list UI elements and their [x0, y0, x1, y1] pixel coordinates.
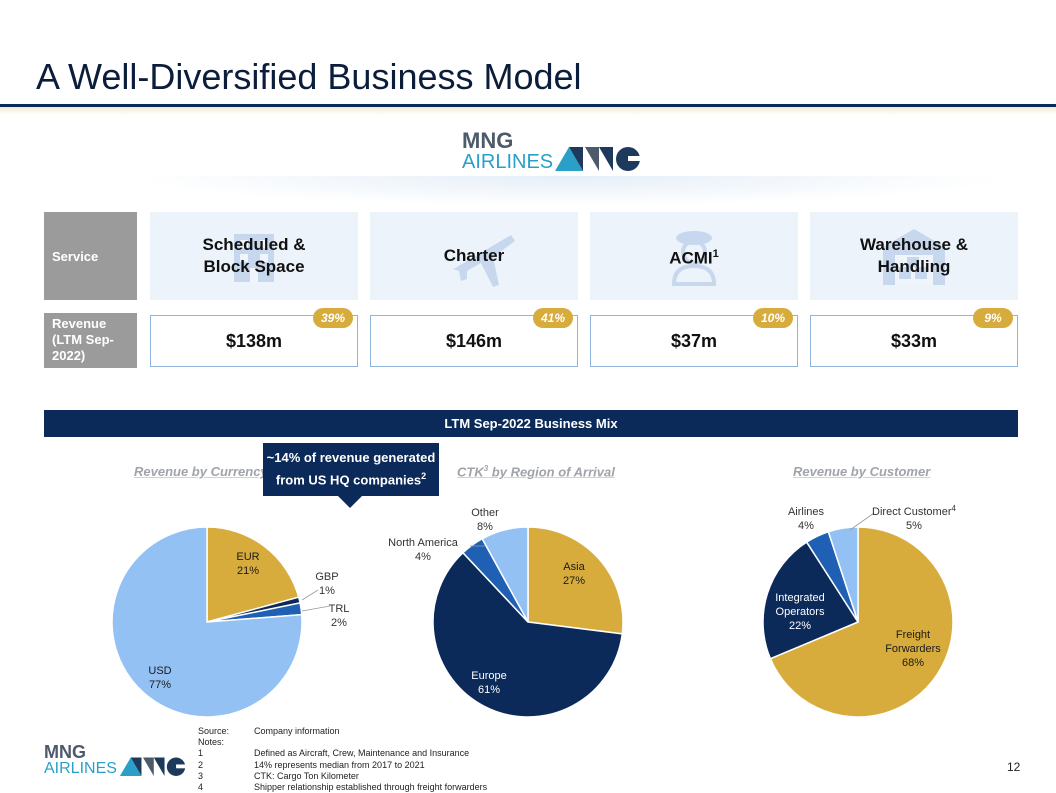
pie-label-other: Other 8%	[471, 507, 499, 533]
revenue-value: $37m	[670, 330, 718, 351]
revenue-box: $146m 41%	[370, 308, 578, 367]
note-text: Defined as Aircraft, Crew, Maintenance a…	[254, 748, 470, 759]
footnote-ref: 1	[712, 247, 719, 260]
leader-line	[301, 589, 319, 601]
revenue-value: $33m	[890, 330, 938, 351]
mng-logo: MNG AIRLINES	[462, 128, 642, 173]
callout-line: ~14% of revenue generated	[266, 450, 436, 466]
footnotes: Source: Company information Notes: 1 Defin…	[198, 726, 487, 793]
pie-slice-freight-forwarders	[769, 526, 954, 718]
logo-glow	[130, 176, 1010, 206]
pie-title-customer: Revenue by Customer	[793, 464, 931, 479]
pie-title-text: by Region of Arrival	[488, 464, 615, 480]
service-label-text: ACMI	[669, 248, 713, 268]
revenue-box: $37m 10%	[590, 308, 798, 367]
service-warehouse: Warehouse & Handling	[810, 212, 1018, 300]
revenue-row-label: Revenue (LTM Sep-2022)	[44, 313, 137, 368]
pie-slice-usd	[111, 526, 303, 718]
note-text: 14% represents median from 2017 to 2021	[254, 759, 425, 770]
pie-slice-direct-customer	[827, 526, 859, 623]
pie-label-eur: EUR 21%	[236, 551, 259, 577]
pie-label-europe: Europe 61%	[471, 670, 506, 696]
service-label: Warehouse & Handling	[859, 235, 968, 276]
note-text: Company information	[254, 726, 340, 736]
percent-badge: 9%	[973, 308, 1013, 328]
business-mix-banner: LTM Sep-2022 Business Mix	[44, 410, 1018, 437]
note-row: 4 Shipper relationship established throug…	[198, 782, 487, 793]
note-key: Source:	[198, 726, 230, 736]
service-row-label: Service	[44, 212, 137, 300]
pie-slice-integrated-operators	[762, 541, 860, 660]
note-key: 4	[198, 782, 204, 793]
pie-label-trl: TRL 2%	[329, 603, 350, 629]
footnote-ref: 2	[421, 471, 427, 482]
pie-title-currency: Revenue by Currency	[134, 464, 268, 479]
pie-label-usd: USD 77%	[148, 665, 171, 691]
note-text: Shipper relationship established through…	[254, 782, 488, 793]
pilot-icon	[671, 231, 717, 286]
note-row: Source: Company information	[198, 726, 487, 737]
note-text: CTK: Cargo Ton Kilometer	[254, 770, 359, 781]
page-title: A Well-Diversified Business Model	[36, 56, 582, 97]
pie-label-freight-forwarders: Freight Forwarders 68%	[885, 629, 941, 669]
title-divider	[0, 104, 1056, 107]
pie-label-north-america: North America 4%	[388, 537, 459, 563]
revenue-box: $33m 9%	[810, 308, 1018, 367]
us-revenue-callout: ~14% of revenue generated from US HQ com…	[263, 443, 439, 496]
service-label: ACMI1	[669, 243, 719, 270]
note-key: 3	[198, 770, 204, 781]
revenue-box: $138m 39%	[150, 308, 358, 367]
pie-label-integrated-operators: Integrated Operators 22%	[775, 592, 825, 632]
pie-slice-other	[481, 526, 529, 623]
pie-slice-asia	[527, 526, 624, 635]
note-row: 1 Defined as Aircraft, Crew, Maintenance …	[198, 748, 487, 759]
logo-text-airlines: AIRLINES	[462, 151, 554, 173]
logo-text-mng: MNG	[44, 742, 86, 762]
pie-title-region: CTK3 by Region of Arrival	[457, 464, 615, 479]
callout-pointer	[338, 496, 362, 508]
callout-text: from US HQ companies	[275, 472, 422, 488]
note-key: 1	[198, 748, 204, 759]
percent-badge: 10%	[753, 308, 793, 328]
service-scheduled: Scheduled & Block Space	[150, 212, 358, 300]
percent-badge: 39%	[313, 308, 353, 328]
percent-badge: 41%	[533, 308, 573, 328]
leader-line	[301, 605, 331, 612]
service-acmi: ACMI1	[590, 212, 798, 300]
note-row: 2 14% represents median from 2017 to 2021	[198, 760, 487, 771]
service-label: Charter	[443, 246, 505, 265]
service-label: Scheduled & Block Space	[202, 235, 306, 276]
airplane-icon	[453, 235, 516, 287]
note-row: Notes:	[198, 737, 487, 748]
callout-line-2: from US HQ companies2	[263, 467, 439, 489]
logo-mark-icon	[119, 757, 186, 776]
pie-slice-eur	[206, 526, 300, 623]
note-key: Notes:	[198, 737, 225, 748]
building-icon	[234, 234, 274, 282]
mng-logo-footer: MNG AIRLINES	[44, 743, 187, 777]
pie-label-asia: Asia 27%	[563, 561, 586, 587]
note-key: 2	[198, 759, 204, 770]
pie-label-gbp: GBP 1%	[315, 571, 338, 597]
revenue-value: $138m	[225, 330, 283, 351]
pie-title-text: CTK	[457, 464, 484, 480]
service-charter: Charter	[370, 212, 578, 300]
logo-text-airlines: AIRLINES	[44, 760, 117, 777]
logo-mark-icon	[555, 147, 642, 171]
warehouse-icon	[883, 229, 945, 285]
pie-label-airlines: Airlines 4%	[788, 506, 825, 532]
revenue-value: $146m	[445, 330, 503, 351]
note-row: 3 CTK: Cargo Ton Kilometer	[198, 771, 487, 782]
page-number: 12	[1007, 760, 1021, 774]
logo-text-mng: MNG	[462, 128, 514, 153]
title-shadow	[0, 107, 1056, 115]
leader-line	[849, 512, 875, 531]
pie-slice-europe	[432, 551, 624, 718]
pie-label-direct-customer: Direct Customer4 5%	[872, 504, 956, 532]
footnote-ref: 3	[483, 464, 489, 473]
